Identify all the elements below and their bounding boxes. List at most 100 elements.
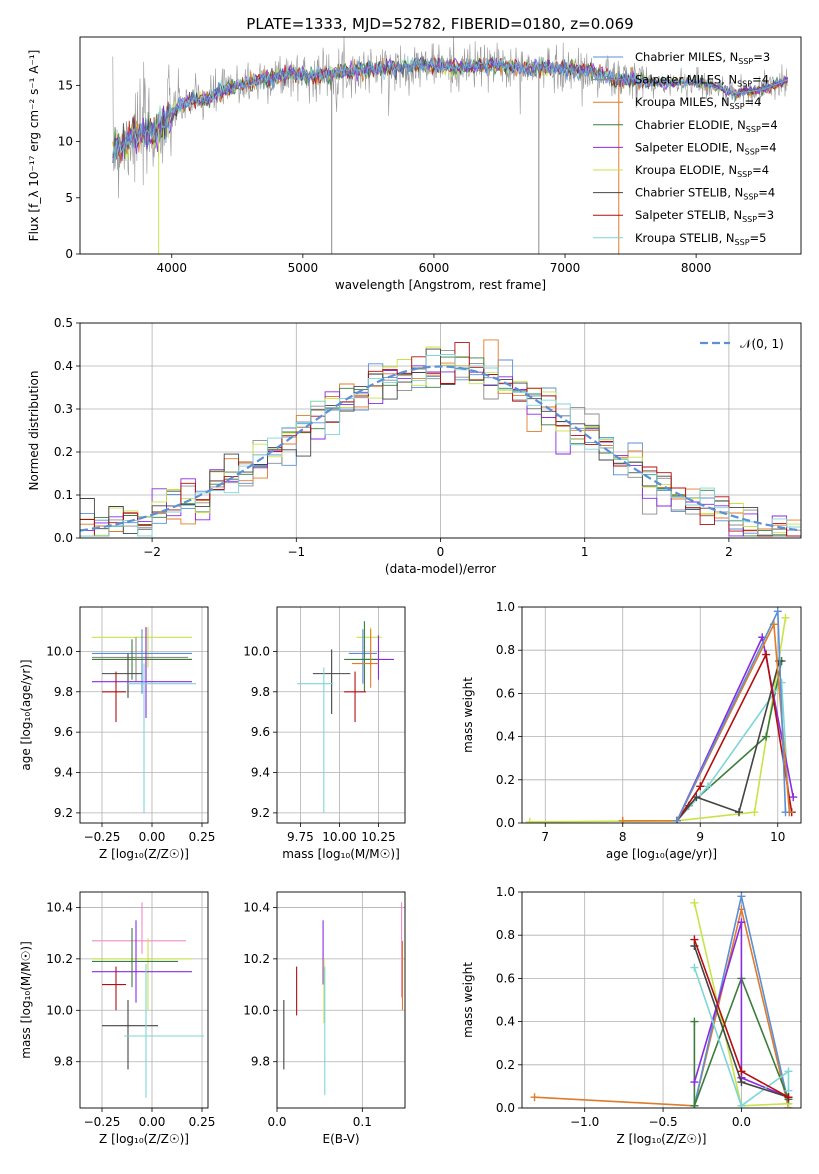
- spectrum-series: [112, 55, 788, 163]
- y-tick-label: 0.0: [496, 1101, 515, 1115]
- chart-age-vs-mass: 9.75 10.00 10.25 9.2 9.4 9.6 9.8 10.0 mass [log₁…: [243, 606, 406, 861]
- legend-label: Chabrier ELODIE, NSSP=4: [635, 118, 778, 134]
- figure-title: PLATE=1333, MJD=52782, FIBERID=0180, z=0…: [246, 15, 633, 33]
- weight-series: [676, 651, 793, 822]
- weight-marker: [762, 650, 771, 659]
- x-tick-label: 8: [619, 830, 627, 844]
- x-tick-label: 7: [541, 830, 549, 844]
- plot-area: [80, 607, 208, 823]
- y-axis-label: age [log₁₀(age/yr)]: [19, 659, 33, 770]
- y-tick-label: 0.4: [496, 1015, 515, 1029]
- y-tick-label: 9.8: [54, 1055, 73, 1069]
- weight-marker: [750, 808, 759, 817]
- weight-marker: [784, 1093, 793, 1102]
- y-axis-label: Flux [f_λ 10⁻¹⁷ erg cm⁻² s⁻¹ A⁻¹]: [27, 50, 41, 242]
- chart-residuals: −2 −1 0 1 2 0.0 0.1 0.2 0.3 0.4 0.5 (data-model)/er…: [27, 316, 802, 576]
- y-tick-label: 5: [65, 191, 73, 205]
- y-tick-label: 10.4: [46, 900, 73, 914]
- axes-frame: [79, 606, 209, 824]
- x-axis-label: age [log₁₀(age/yr)]: [606, 847, 717, 861]
- y-tick-label: 10.2: [243, 952, 270, 966]
- chart-weight-vs-Z: −1.0 −0.5 0.0 0.0 0.2 0.4 0.6 0.8 1.0 Z [log₁₀(Z/…: [461, 885, 802, 1146]
- y-tick-label: 0.8: [496, 928, 515, 942]
- x-tick-label: 0.00: [139, 830, 166, 844]
- x-tick-label: 5000: [288, 261, 319, 275]
- x-tick-label: 0.25: [189, 830, 216, 844]
- x-tick-label: 0.1: [353, 1115, 372, 1129]
- weight-marker: [696, 782, 705, 791]
- axes-frame: [79, 322, 802, 539]
- y-tick-label: 10.0: [46, 644, 73, 658]
- y-tick-label: 0.3: [54, 402, 73, 416]
- x-tick-label: 8000: [681, 261, 712, 275]
- y-tick-label: 9.4: [54, 766, 73, 780]
- x-tick-label: −0.5: [648, 1115, 677, 1129]
- x-tick-label: 2: [725, 545, 733, 559]
- x-tick-label: 0.00: [139, 1115, 166, 1129]
- y-tick-label: 0: [65, 247, 73, 261]
- weight-marker: [690, 898, 699, 907]
- x-tick-label: 9: [696, 830, 704, 844]
- x-tick-label: 10.00: [322, 830, 356, 844]
- x-tick-label: 0.25: [189, 1115, 216, 1129]
- weight-marker: [690, 963, 699, 972]
- chart-mass-vs-EBV: 0.0 0.1 9.8 10.0 10.2 10.4 E(B-V): [243, 891, 406, 1146]
- y-tick-label: 0.2: [54, 445, 73, 459]
- x-tick-label: 4000: [156, 261, 187, 275]
- chart-mass-vs-Z: −0.25 0.00 0.25 9.8 10.0 10.2 10.4 Z [log₁₀(Z/Z…: [19, 891, 216, 1146]
- weight-marker: [690, 1017, 699, 1026]
- plot-area: [522, 607, 801, 823]
- x-tick-label: 0.0: [267, 1115, 286, 1129]
- y-axis-label: mass weight: [461, 962, 475, 1038]
- weight-series: [693, 976, 790, 1107]
- x-axis-label: Z [log₁₀(Z/Z☉)]: [617, 1132, 707, 1146]
- weight-series: [676, 680, 791, 822]
- plot-area: [80, 892, 208, 1108]
- y-tick-label: 0.8: [496, 643, 515, 657]
- weight-marker: [781, 808, 790, 817]
- legend-label: Kroupa MILES, NSSP=4: [635, 95, 761, 111]
- x-tick-label: −0.25: [84, 830, 121, 844]
- legend-label: Chabrier STELIB, NSSP=4: [635, 186, 775, 202]
- axes-frame: [79, 891, 209, 1109]
- weight-marker: [737, 918, 746, 927]
- y-tick-label: 9.8: [54, 685, 73, 699]
- histogram-series: [80, 342, 801, 537]
- x-axis-label: mass [log₁₀(M/M☉)]: [282, 847, 400, 861]
- plot-area: [80, 323, 801, 538]
- axes-frame: [521, 891, 802, 1109]
- weight-marker: [789, 793, 798, 802]
- x-tick-label: −0.25: [84, 1115, 121, 1129]
- x-tick-label: 7000: [550, 261, 581, 275]
- x-tick-label: 0: [437, 545, 445, 559]
- weight-marker: [737, 892, 746, 901]
- weight-marker: [704, 782, 712, 791]
- chart-age-vs-Z: −0.25 0.00 0.25 9.2 9.4 9.6 9.8 10.0 Z [log₁₀(Z/…: [19, 606, 216, 861]
- y-tick-label: 10: [58, 135, 73, 149]
- y-tick-label: 9.8: [251, 1055, 270, 1069]
- weight-marker: [762, 732, 771, 741]
- axes-frame: [276, 606, 406, 824]
- weight-marker: [737, 1078, 746, 1087]
- y-axis-label: mass weight: [461, 677, 475, 753]
- x-axis-label: Z [log₁₀(Z/Z☉)]: [99, 1132, 189, 1146]
- y-tick-label: 15: [58, 78, 73, 92]
- x-tick-label: 10: [770, 830, 785, 844]
- legend-label: Kroupa STELIB, NSSP=5: [635, 231, 766, 247]
- weight-marker: [690, 935, 699, 944]
- y-tick-label: 9.2: [54, 806, 73, 820]
- axes-frame: [521, 606, 802, 824]
- weight-marker: [737, 1101, 746, 1108]
- y-axis-label: Normed distribution: [27, 371, 41, 491]
- weight-marker: [784, 1067, 793, 1076]
- weight-marker: [690, 1101, 699, 1108]
- x-axis-label: (data-model)/error: [385, 562, 496, 576]
- plot-area: [112, 37, 789, 254]
- weight-marker: [673, 816, 681, 823]
- y-tick-label: 1.0: [496, 600, 515, 614]
- weight-series: [693, 921, 789, 1098]
- x-axis-label: E(B-V): [322, 1132, 359, 1146]
- x-axis-label: Z [log₁₀(Z/Z☉)]: [99, 847, 189, 861]
- legend-label: Salpeter ELODIE, NSSP=4: [635, 140, 777, 156]
